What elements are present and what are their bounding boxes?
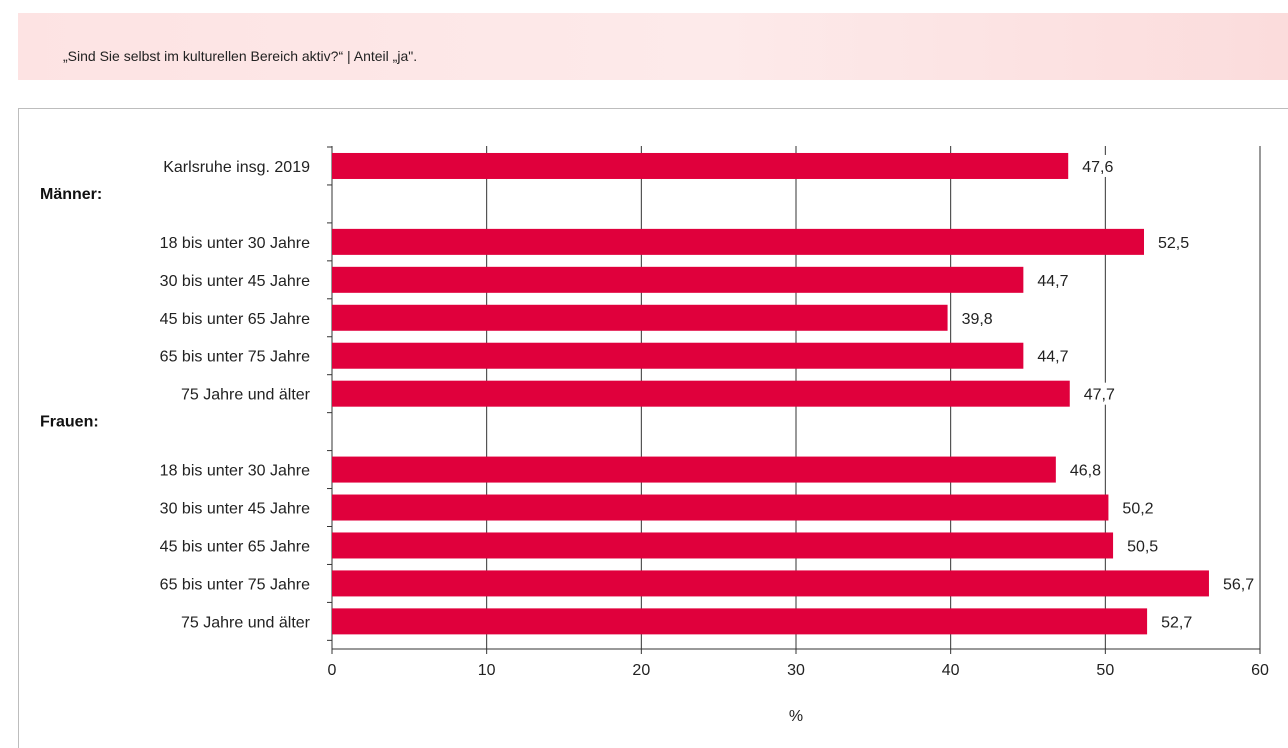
x-tick-label: 30 — [787, 662, 805, 679]
bar — [332, 152, 1069, 179]
bar — [332, 228, 1144, 255]
category-label: 30 bis unter 45 Jahre — [160, 501, 310, 518]
x-tick-label: 20 — [632, 662, 650, 679]
bar — [332, 494, 1109, 521]
data-label-background — [1031, 268, 1072, 291]
data-label: 56,7 — [1223, 576, 1254, 593]
data-label-background — [1077, 382, 1118, 405]
bar — [332, 304, 948, 331]
data-label: 47,6 — [1082, 159, 1113, 176]
group-label: Frauen: — [40, 414, 99, 431]
category-label: 30 bis unter 45 Jahre — [160, 273, 310, 290]
x-tick-label: 60 — [1251, 662, 1269, 679]
data-label: 46,8 — [1070, 463, 1101, 480]
data-label: 50,5 — [1127, 538, 1158, 555]
category-label: 18 bis unter 30 Jahre — [160, 235, 310, 252]
bar — [332, 380, 1070, 407]
category-label: 75 Jahre und älter — [181, 387, 311, 404]
data-label: 44,7 — [1037, 273, 1068, 290]
category-label: 65 bis unter 75 Jahre — [160, 576, 310, 593]
bar — [332, 532, 1114, 559]
data-label: 44,7 — [1037, 349, 1068, 366]
data-label-background — [1063, 458, 1104, 481]
bar — [332, 456, 1056, 483]
x-tick-label: 50 — [1096, 662, 1114, 679]
category-label: 45 bis unter 65 Jahre — [160, 538, 310, 555]
data-label: 50,2 — [1122, 501, 1153, 518]
data-label: 39,8 — [962, 311, 993, 328]
x-tick-label: 0 — [328, 662, 337, 679]
category-label: Karlsruhe insg. 2019 — [163, 159, 310, 176]
bar — [332, 266, 1024, 293]
data-label-background — [1116, 496, 1157, 519]
data-label: 52,5 — [1158, 235, 1189, 252]
data-label-background — [1155, 610, 1196, 633]
data-label-background — [1121, 534, 1162, 557]
x-tick-label: 40 — [942, 662, 960, 679]
category-label: 18 bis unter 30 Jahre — [160, 463, 310, 480]
category-label: 65 bis unter 75 Jahre — [160, 349, 310, 366]
group-label: Männer: — [40, 186, 102, 203]
data-label-background — [1031, 344, 1072, 367]
caption-bar: „Sind Sie selbst im kulturellen Bereich … — [18, 13, 1288, 80]
bar — [332, 342, 1024, 369]
chart-caption: „Sind Sie selbst im kulturellen Bereich … — [63, 48, 418, 64]
data-label-background — [1152, 230, 1192, 253]
x-tick-label: 10 — [478, 662, 496, 679]
data-label: 47,7 — [1084, 387, 1115, 404]
data-label-background — [955, 306, 996, 329]
bar — [332, 608, 1148, 635]
data-label-background — [1216, 572, 1257, 595]
x-axis-title: % — [789, 708, 803, 725]
category-label: 45 bis unter 65 Jahre — [160, 311, 310, 328]
bar — [332, 570, 1209, 597]
data-label: 52,7 — [1161, 614, 1192, 631]
category-label: 75 Jahre und älter — [181, 614, 311, 631]
chart-frame — [18, 108, 1288, 748]
data-label-background — [1076, 154, 1117, 177]
